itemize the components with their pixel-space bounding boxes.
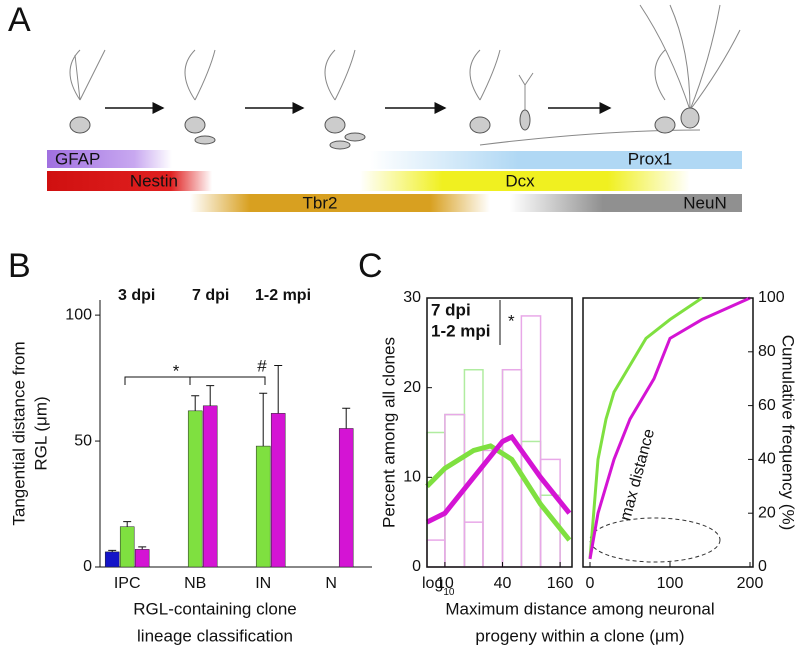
- legend-label: 7 dpi: [431, 300, 471, 319]
- x-tick-label: IPC: [114, 575, 141, 592]
- bar: [270, 413, 286, 568]
- y-tick-label: 20: [758, 504, 776, 521]
- annotation: *: [508, 311, 515, 330]
- y-tick-label: 80: [758, 343, 776, 360]
- cumulative-line: [588, 296, 751, 560]
- cumulative-line: [588, 296, 703, 560]
- error-bar: [206, 385, 215, 406]
- x-scale-subscript: 10: [443, 587, 455, 598]
- y-tick-label: 10: [403, 469, 421, 486]
- marker-label: NeuN: [683, 193, 726, 212]
- error-bar: [259, 392, 268, 447]
- error-bar: [342, 407, 351, 429]
- panel-label: C: [358, 247, 383, 285]
- annotation: max distance: [617, 427, 658, 523]
- marker-bars: [47, 150, 742, 212]
- marker-label: Dcx: [505, 171, 535, 190]
- x-scale-note: log10: [422, 575, 455, 597]
- marker-label: Prox1: [628, 149, 672, 168]
- cell-sketch: [589, 517, 721, 563]
- error-bar: [138, 546, 147, 550]
- plot-frame: [582, 297, 754, 568]
- y-tick-label: 0: [412, 558, 421, 575]
- y-axis-label: Tangential distance from: [9, 341, 28, 525]
- x-tick-label: N: [325, 575, 337, 592]
- x-tick-label: 10: [436, 575, 454, 592]
- legend-label: 1-2 mpi: [431, 321, 491, 340]
- fit-curve: [425, 433, 572, 525]
- x-tick-label: 160: [547, 575, 574, 592]
- histogram-bar: [426, 539, 446, 568]
- x-tick-label: 40: [494, 575, 512, 592]
- x-tick-label: 0: [586, 575, 595, 592]
- legend-label: 3 dpi: [118, 287, 155, 304]
- legend-label: 7 dpi: [192, 287, 229, 304]
- marker-label: Nestin: [130, 171, 178, 190]
- y-tick-label: 100: [65, 306, 92, 323]
- y-tick-label: 60: [758, 397, 776, 414]
- bar: [104, 551, 120, 568]
- significance-brackets: [124, 376, 266, 385]
- y-tick-label: 20: [403, 379, 421, 396]
- x-tick-label: 200: [737, 575, 764, 592]
- panel-label: B: [8, 247, 31, 285]
- x-scale-base: log: [422, 575, 443, 592]
- error-bar: [191, 395, 200, 411]
- marker-label: Tbr2: [303, 193, 338, 212]
- x-axis-label: lineage classification: [137, 626, 293, 645]
- legend-label: 1-2 mpi: [255, 287, 311, 304]
- y-tick-label: 50: [74, 432, 92, 449]
- x-tick-label: IN: [255, 575, 271, 592]
- y-tick-label: 40: [758, 451, 776, 468]
- bar: [255, 445, 271, 568]
- marker-label: GFAP: [55, 149, 100, 168]
- y-tick-label: 0: [83, 558, 92, 575]
- annotation: *: [173, 361, 180, 380]
- histogram-bar: [482, 449, 504, 568]
- y-axis-label: Cumulative frequency (%): [779, 335, 797, 531]
- histogram-bar: [426, 431, 446, 568]
- annotation: #: [257, 356, 267, 375]
- x-axis-label: Maximum distance among neuronal: [445, 599, 714, 618]
- fit-curve: [425, 443, 572, 542]
- y-tick-label: 0: [758, 558, 767, 575]
- y-tick-label: 100: [758, 289, 785, 306]
- bar: [338, 428, 354, 568]
- bar: [202, 405, 218, 568]
- x-axis-label: progeny within a clone (μm): [475, 626, 684, 645]
- x-axis-label: RGL-containing clone: [133, 599, 296, 618]
- bar: [134, 549, 150, 568]
- histogram-bar: [463, 521, 484, 568]
- bar: [187, 410, 203, 568]
- error-bar: [108, 549, 117, 552]
- bar: [119, 526, 135, 568]
- y-axis-label: RGL (μm): [31, 396, 50, 470]
- error-bar: [123, 521, 132, 527]
- x-tick-label: NB: [184, 575, 206, 592]
- error-bar: [274, 364, 283, 414]
- cell-diagram: [69, 4, 741, 150]
- panel-label: A: [8, 1, 31, 39]
- y-axis-label: Percent among all clones: [379, 337, 398, 528]
- y-tick-label: 30: [403, 289, 421, 306]
- x-tick-label: 100: [657, 575, 684, 592]
- plot-frame: [426, 297, 573, 568]
